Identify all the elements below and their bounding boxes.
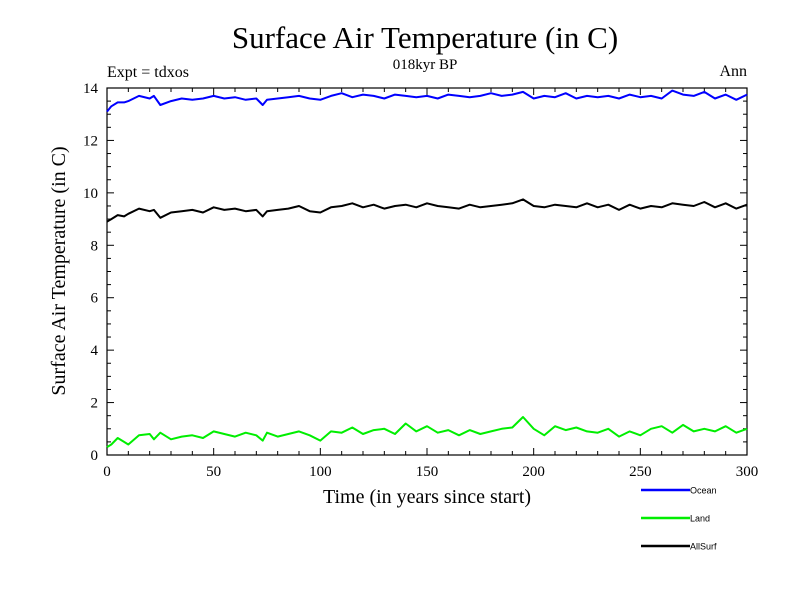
y-tick-label: 0 bbox=[91, 448, 99, 464]
y-tick-label: 14 bbox=[83, 81, 99, 97]
legend-label-ocean: Ocean bbox=[690, 486, 717, 496]
chart-subtitle: 018kyr BP bbox=[393, 57, 458, 73]
y-tick-label: 8 bbox=[91, 238, 99, 254]
series-lines bbox=[106, 89, 748, 448]
series-line-land bbox=[106, 416, 748, 448]
x-tick-label: 100 bbox=[309, 464, 332, 480]
series-line-ocean bbox=[106, 89, 748, 113]
x-axis-label: Time (in years since start) bbox=[323, 486, 531, 508]
series-line-allsurf bbox=[106, 198, 748, 223]
legend-label-allsurf: AllSurf bbox=[690, 542, 717, 552]
period-label: Ann bbox=[719, 63, 747, 80]
y-tick-label: 12 bbox=[83, 133, 98, 149]
y-axis-label: Surface Air Temperature (in C) bbox=[48, 146, 70, 395]
x-tick-label: 300 bbox=[736, 464, 759, 480]
y-tick-label: 4 bbox=[91, 343, 99, 359]
chart-title: Surface Air Temperature (in C) bbox=[232, 20, 618, 55]
x-tick-label: 150 bbox=[416, 464, 439, 480]
legend: Ocean Land AllSurf bbox=[641, 486, 717, 552]
y-tick-label: 10 bbox=[83, 186, 98, 202]
x-tick-label: 200 bbox=[522, 464, 545, 480]
x-axis-ticks: 0 50 100 150 200 250 300 bbox=[103, 88, 758, 480]
plot-frame bbox=[106, 87, 748, 456]
x-tick-label: 50 bbox=[206, 464, 221, 480]
x-tick-label: 250 bbox=[629, 464, 652, 480]
x-tick-label: 0 bbox=[103, 464, 111, 480]
y-axis-ticks: 0 2 4 6 8 10 12 14 bbox=[83, 81, 747, 464]
y-tick-label: 2 bbox=[91, 396, 99, 412]
y-tick-label: 6 bbox=[91, 291, 99, 307]
experiment-label: Expt = tdxos bbox=[107, 64, 189, 81]
legend-label-land: Land bbox=[690, 514, 710, 524]
